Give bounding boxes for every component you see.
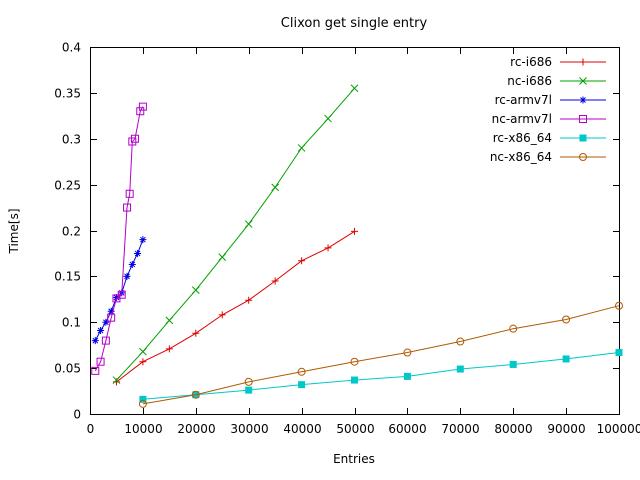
x-tick-label: 90000 [547,422,585,436]
legend-label: rc-x86_64 [493,131,552,145]
legend-label: nc-i686 [507,74,552,88]
y-tick-label: 0.2 [62,225,81,239]
x-tick-label: 60000 [388,422,426,436]
y-tick-label: 0.1 [62,316,81,330]
y-tick-label: 0 [73,408,81,422]
plot-border [90,47,620,415]
y-tick-label: 0.4 [62,41,81,55]
y-tick-label: 0.15 [54,270,81,284]
x-tick-label: 30000 [230,422,268,436]
series-markers-rc-x86_64 [139,349,623,403]
legend-label: rc-i686 [510,55,552,69]
legend-entry-nc-x86_64: nc-x86_64 [490,150,606,164]
series-markers-rc-armv7l [91,236,147,345]
legend-label: rc-armv7l [495,93,552,107]
series-line-nc-armv7l [94,106,144,372]
x-tick-label: 100000 [597,422,640,436]
x-tick-label: 70000 [441,422,479,436]
y-tick-label: 0.25 [54,179,81,193]
y-axis-label: Time[s] [7,209,21,255]
series-markers-nc-armv7l [91,102,147,375]
series-markers-nc-x86_64 [138,301,623,408]
legend-label: nc-armv7l [492,112,552,126]
plot-area: 0 10000 20000 30000 40000 50000 60000 70000 8000… [54,41,640,437]
x-tick-label: 0 [87,422,95,436]
legend-entry-nc-armv7l: nc-armv7l [492,112,606,126]
series-markers-nc-i686 [112,84,359,384]
x-tick-label: 20000 [177,422,215,436]
x-tick-label: 10000 [124,422,162,436]
x-tick-label: 40000 [283,422,321,436]
legend-label: nc-x86_64 [490,150,552,164]
legend-entry-rc-i686: rc-i686 [510,55,606,69]
legend-entry-rc-armv7l: rc-armv7l [495,93,606,107]
legend-entry-rc-x86_64: rc-x86_64 [493,131,606,145]
x-ticks: 0 10000 20000 30000 40000 50000 60000 70000 8000… [87,48,640,436]
y-tick-label: 0.35 [54,87,81,101]
series-line-nc-i686 [116,87,355,381]
chart-title: Clixon get single entry [281,16,428,31]
y-tick-label: 0.05 [54,362,81,376]
x-axis-label: Entries [333,452,375,466]
series-line-nc-x86_64 [142,305,620,405]
series-line-rc-x86_64 [142,352,620,400]
legend: rc-i686 nc-i686 rc-armv7l nc-armv7l rc-x86_6… [490,55,606,164]
series-line-rc-i686 [116,230,355,383]
y-tick-label: 0.3 [62,133,81,147]
x-tick-label: 80000 [494,422,532,436]
y-ticks: 0 0.05 0.1 0.15 0.2 0.25 0.3 0.35 0.4 [54,41,619,422]
legend-entry-nc-i686: nc-i686 [507,74,606,88]
x-tick-label: 50000 [336,422,374,436]
